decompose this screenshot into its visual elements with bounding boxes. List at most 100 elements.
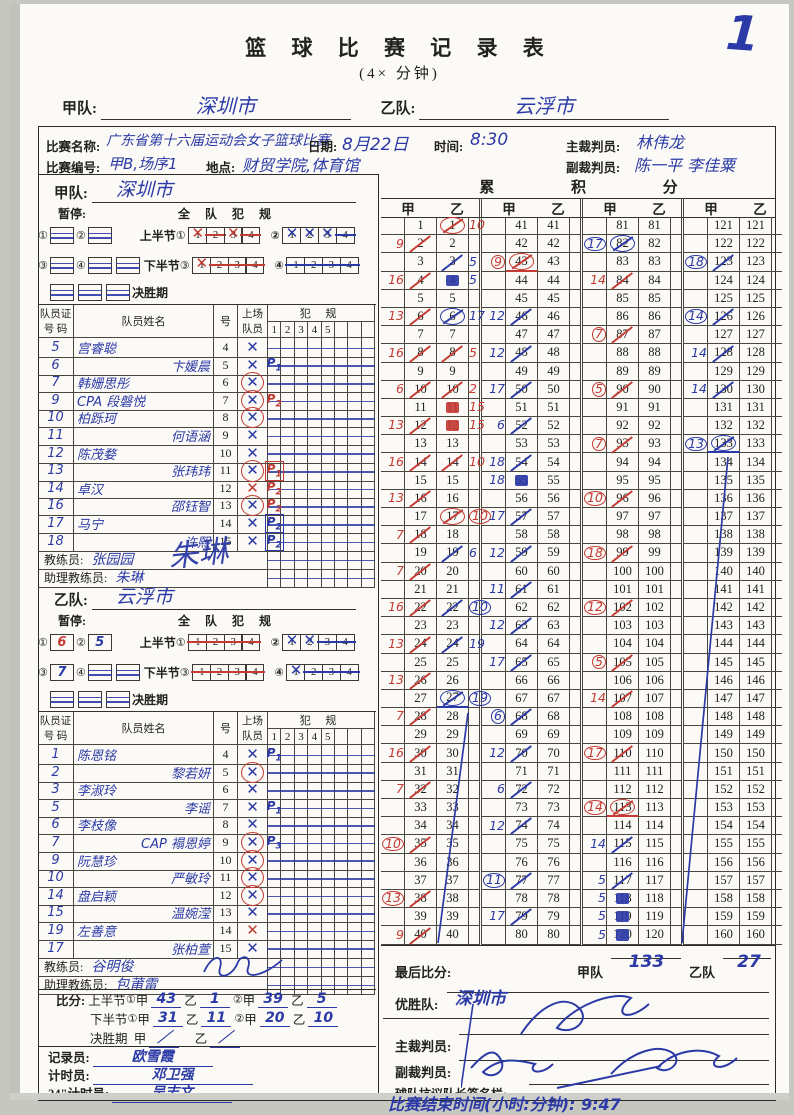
score-player-label-jia (684, 235, 708, 254)
score-cell-yi: 42 (538, 235, 570, 254)
score-group: 81 81 (580, 217, 681, 236)
played-x-mark: ✕ (246, 443, 259, 462)
score-cell-yi: 24 (437, 635, 469, 654)
score-cell-jia: 108 (607, 708, 639, 727)
player-number-annotation-yi: 10 (469, 217, 485, 233)
player-foul-cell (360, 850, 376, 871)
score-player-label-jia (684, 708, 708, 727)
circled-2: ② (234, 1012, 245, 1025)
assistant-coach-signature: 朱琳 (166, 533, 231, 576)
player-number-annotation-jia: 18 (489, 471, 505, 487)
score-player-label-jia: 6 (482, 708, 506, 727)
score-group: 108 108 (580, 708, 681, 727)
score-group: 17 17 10 (381, 508, 491, 527)
score-group: 7 32 32 (381, 780, 479, 799)
score-group: 14 130 130 (681, 380, 782, 399)
score-cell-yi: 119 (639, 908, 671, 927)
score-cell-yi: 51 (538, 398, 570, 418)
score-cell-yi: 67 (538, 689, 570, 709)
timeout-box (87, 226, 112, 244)
score-cell-yi: 15 (437, 471, 469, 490)
team-a-heading-label: 甲队: (54, 186, 88, 202)
score-player-label-yi (469, 817, 479, 836)
score-group: 75 75 (479, 835, 580, 854)
score-cell-jia: 55 (506, 471, 538, 490)
player-number-cell: 9 (214, 425, 238, 446)
player-foul-cell (360, 868, 376, 889)
score-group: 151 151 (681, 762, 782, 781)
score-cell-yi: 78 (538, 889, 570, 909)
score-player-label-yi (772, 381, 782, 399)
score-player-label-yi (671, 435, 681, 454)
score-cell-jia: 122 (708, 235, 740, 254)
team-foul-box: 4 (244, 663, 266, 681)
player-row: 17 张柏萱 15 ✕ (38, 938, 376, 959)
player-cert-cell: 11 (38, 425, 74, 446)
score-cell-jia: 57 (506, 508, 538, 527)
score-cell-jia: 49 (506, 362, 538, 381)
yi: 乙 (194, 1032, 208, 1046)
foul-x-mark: ✕ (195, 253, 209, 272)
assistant-coach-row-name: 朱琳 (115, 570, 144, 587)
header-foul-col: 2 (281, 322, 295, 338)
score-group: 153 153 (681, 799, 782, 818)
team-foul-box: 4 (338, 256, 360, 274)
circled-3: ③ (179, 258, 190, 272)
score-cell-yi: 81 (639, 217, 671, 236)
team-foul-box: 4 (338, 663, 360, 681)
player-number-annotation-jia: 14 (590, 690, 606, 706)
foul-strike-mark (244, 264, 266, 266)
circled-4: ④ (75, 258, 86, 272)
player-foul-cell (360, 938, 376, 959)
score-cell-yi: 89 (639, 362, 671, 381)
score-group: 14 107 107 (580, 689, 681, 709)
score-player-label-yi: 10 (469, 217, 485, 236)
score-player-label-jia (684, 417, 708, 436)
yi: 乙 (292, 1013, 306, 1027)
score-group: 18 123 123 (681, 253, 782, 272)
coach-row-label-cell: 教练员: 张园园 (38, 549, 268, 571)
score-cell-jia: 133 (708, 435, 740, 454)
match-info: 比赛名称: 广东省第十六届运动会女子篮球比赛 日期: 8月22日 时间: 8:3… (46, 130, 766, 175)
played-x-mark: ✕ (246, 373, 259, 392)
score-player-label-jia: 17 (482, 908, 506, 927)
player-number-annotation-jia: 7 (396, 781, 404, 797)
score-player-label-jia (684, 544, 708, 563)
player-cert: 14 (47, 887, 64, 903)
player-number-annotation-jia: 18 (489, 453, 505, 469)
score-player-label-jia: 13 (381, 671, 405, 690)
score-cell-yi: 38 (437, 889, 469, 909)
score-player-label-yi (772, 654, 782, 672)
circled-2: ② (270, 228, 280, 242)
score-group: 135 135 (681, 471, 782, 490)
score-cell-jia: 63 (506, 617, 538, 636)
final-score-label: 最后比分: (395, 965, 452, 980)
score-cell-yi: 4 (437, 271, 469, 290)
player-cert-cell: 9 (38, 390, 74, 411)
player-cert: 10 (47, 870, 64, 886)
team-b-block: 乙队: 云浮市 暂停: 全 队 犯 规 ①6②5上半节①1234②1✕2✕34 … (38, 582, 376, 996)
score-player-label-yi (671, 472, 681, 490)
score-player-label-jia (482, 926, 506, 945)
score-cell-yi: 110 (639, 744, 671, 763)
player-number-annotation-jia: 12 (489, 344, 505, 360)
score-player-label-jia (583, 289, 607, 308)
score-cell-yi: 2 (437, 235, 469, 254)
score-cell-jia: 8 (405, 344, 437, 363)
timeout-box (87, 256, 112, 274)
score-group: 33 33 (381, 799, 479, 818)
score-cell-yi: 139 (740, 544, 772, 563)
score-cell-jia: 27 (405, 689, 437, 709)
score-group: 147 147 (681, 689, 782, 709)
referee-value: 林伟龙 (636, 133, 685, 152)
score-player-label-jia (482, 362, 506, 381)
running-score-rows: 1 1 10 41 41 81 81 121 121 9 2 2 42 42 17 82 82 122 122 3 3 5… (381, 217, 782, 945)
foul-strike-mark (191, 671, 213, 673)
score-group: 18 99 99 (580, 544, 681, 563)
score-player-label-jia: 14 (583, 799, 607, 818)
score-cell-yi: 21 (437, 580, 469, 599)
player-number-cell: 9 (214, 832, 238, 853)
